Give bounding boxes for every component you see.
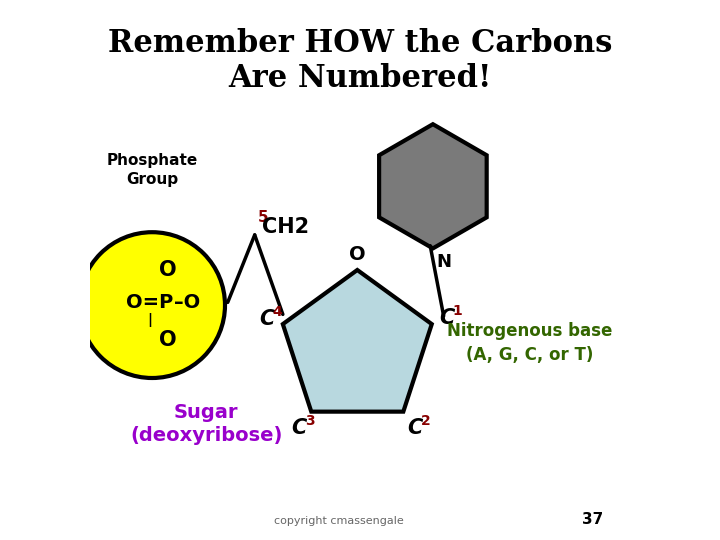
Text: C: C (259, 309, 274, 329)
Text: Sugar
(deoxyribose): Sugar (deoxyribose) (130, 403, 282, 445)
Text: 3: 3 (305, 414, 315, 428)
Text: 37: 37 (582, 511, 603, 526)
Text: Phosphate
Group: Phosphate Group (107, 153, 198, 187)
Text: O: O (160, 260, 177, 280)
Text: 2: 2 (421, 414, 431, 428)
Text: copyright cmassengale: copyright cmassengale (274, 516, 403, 526)
Text: –O: –O (174, 293, 200, 312)
Polygon shape (283, 270, 432, 411)
Text: 1: 1 (452, 303, 462, 318)
Polygon shape (379, 124, 487, 248)
Text: O: O (349, 245, 366, 265)
Text: N: N (436, 253, 451, 271)
Text: Nitrogenous base
(A, G, C, or T): Nitrogenous base (A, G, C, or T) (447, 322, 613, 364)
Text: C: C (292, 418, 307, 438)
Text: Remember HOW the Carbons: Remember HOW the Carbons (108, 28, 612, 59)
Text: O=P: O=P (126, 293, 173, 312)
Text: C: C (439, 308, 454, 328)
Text: 4: 4 (273, 305, 282, 319)
Text: CH2: CH2 (262, 217, 309, 237)
Text: |: | (147, 313, 152, 327)
Text: C: C (408, 418, 423, 438)
Text: O: O (160, 330, 177, 350)
Circle shape (79, 232, 225, 378)
Text: Are Numbered!: Are Numbered! (228, 63, 492, 94)
Text: 5: 5 (258, 210, 268, 225)
